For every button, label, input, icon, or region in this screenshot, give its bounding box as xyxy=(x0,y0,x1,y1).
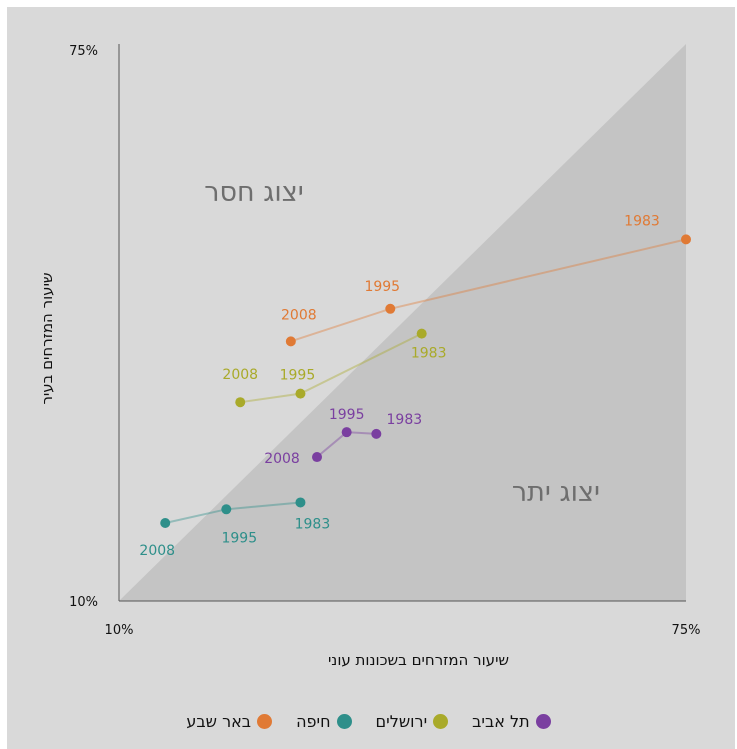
data-point xyxy=(312,452,323,463)
series-0: 2008 1995 1983 xyxy=(281,213,691,347)
x-tick-label-max: 75% xyxy=(672,623,701,638)
data-point-label: 1983 xyxy=(624,213,660,229)
data-point xyxy=(221,504,232,515)
legend-item: חיפה xyxy=(296,712,352,731)
data-point xyxy=(160,518,171,529)
data-point xyxy=(295,388,306,399)
data-point xyxy=(235,397,246,408)
data-point xyxy=(285,336,296,347)
data-point-label: 2008 xyxy=(281,307,317,323)
y-axis-title: שיעור המזרחים בעיר xyxy=(38,272,56,404)
series-1: 2008 1995 1983 xyxy=(139,497,330,559)
legend-label: תל אביב xyxy=(472,712,530,731)
data-point-label: 1995 xyxy=(221,530,257,546)
legend-item: תל אביב xyxy=(472,712,551,731)
data-point-label: 1983 xyxy=(387,412,423,428)
data-point-label: 1995 xyxy=(280,368,316,384)
x-axis-title: שיעור המזרחים בשכונות עוני xyxy=(328,651,509,669)
legend-marker xyxy=(257,714,273,729)
data-point xyxy=(341,427,352,438)
series-2: 2008 1995 1983 xyxy=(222,328,447,408)
y-tick-label-max: 75% xyxy=(69,44,98,59)
data-point xyxy=(295,497,306,508)
legend-item: באר שבע xyxy=(186,712,273,731)
over-representation-label: יצוג יתר xyxy=(512,477,600,508)
data-point xyxy=(385,303,396,314)
legend: תל אביב ירושלים חיפה באר שבע xyxy=(0,712,737,731)
over-representation-region xyxy=(119,44,686,601)
data-point-label: 2008 xyxy=(264,451,300,467)
data-point xyxy=(371,428,382,439)
legend-label: באר שבע xyxy=(186,712,252,731)
data-point-label: 1995 xyxy=(364,279,400,295)
y-tick-label-min: 10% xyxy=(69,595,98,610)
under-representation-label: יצוג חסר xyxy=(204,177,304,208)
data-point-label: 1983 xyxy=(411,346,447,362)
legend-item: ירושלים xyxy=(376,712,449,731)
legend-marker xyxy=(433,714,449,729)
legend-marker xyxy=(336,714,352,729)
legend-label: ירושלים xyxy=(375,712,428,731)
legend-label: חיפה xyxy=(296,712,331,731)
data-point-label: 2008 xyxy=(222,367,258,383)
data-point xyxy=(681,234,691,245)
legend-marker xyxy=(535,714,551,729)
data-point-label: 1983 xyxy=(295,516,331,532)
x-tick-label-min: 10% xyxy=(105,623,134,638)
series-3: 2008 1995 1983 xyxy=(264,407,422,467)
data-point-label: 2008 xyxy=(139,543,175,559)
data-point xyxy=(416,328,427,339)
data-point-label: 1995 xyxy=(329,407,365,423)
